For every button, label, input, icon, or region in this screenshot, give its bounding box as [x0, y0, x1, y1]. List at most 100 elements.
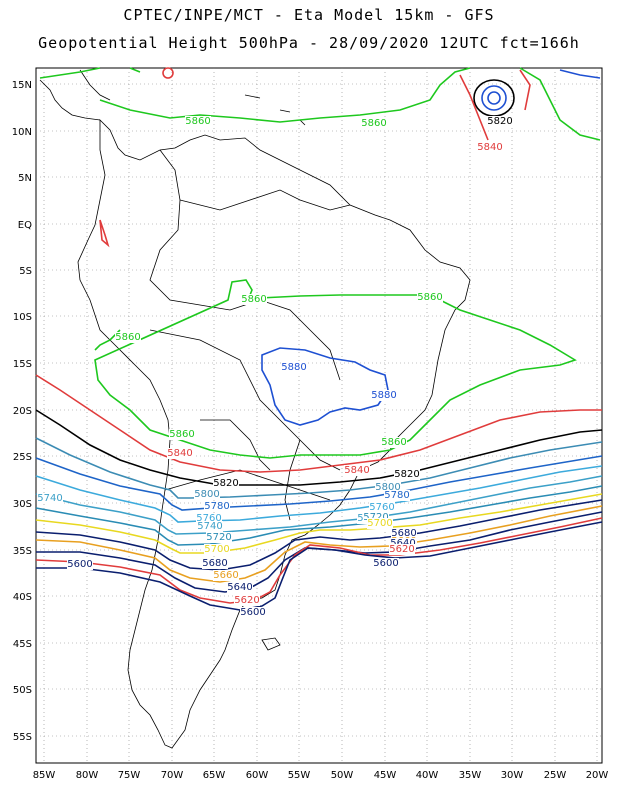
- contour-label-bg: [281, 362, 307, 373]
- contour-label-5720: 5720: [206, 532, 231, 543]
- contour-label-5840: 5840: [477, 142, 502, 153]
- lat-label: 30S: [13, 499, 32, 510]
- lat-label: 15N: [12, 80, 32, 91]
- contour-label-bg: [206, 532, 232, 543]
- lat-label: 25S: [13, 452, 32, 463]
- contour-label-bg: [204, 544, 230, 555]
- contour-label-bg: [169, 429, 195, 440]
- lat-label: EQ: [18, 220, 32, 231]
- contour-label-5820: 5820: [394, 469, 419, 480]
- lon-label: 60W: [246, 770, 269, 781]
- contour-small-red-eq: [99, 219, 110, 248]
- country-border-5: [200, 419, 271, 471]
- contour-label-bg: [67, 559, 93, 570]
- contour-5680: [35, 499, 603, 571]
- country-border-3: [149, 329, 341, 471]
- lon-label: 30W: [501, 770, 524, 781]
- lon-label: 35W: [459, 770, 482, 781]
- contour-label-bg: [37, 493, 63, 504]
- contour-label-5860: 5860: [115, 332, 140, 343]
- contour-small-red: [162, 67, 174, 79]
- contour-label-5880: 5880: [281, 362, 306, 373]
- contour-label-bg: [361, 118, 387, 129]
- lon-label: 20W: [586, 770, 609, 781]
- contour-label-bg: [213, 478, 239, 489]
- contour-label-bg: [213, 570, 239, 581]
- contour-label-5680: 5680: [391, 528, 416, 539]
- contour-label-5700: 5700: [204, 544, 229, 555]
- coastlines: [39, 69, 471, 749]
- contour-label-bg: [417, 292, 443, 303]
- contour-label-bg: [371, 390, 397, 401]
- contour-label-bg: [240, 607, 266, 618]
- contour-5780-high: [487, 91, 501, 105]
- lon-label: 25W: [544, 770, 567, 781]
- contour-label-5860: 5860: [185, 116, 210, 127]
- lat-label: 5N: [18, 173, 32, 184]
- contour-label-bg: [373, 558, 399, 569]
- contour-label-5600: 5600: [373, 558, 398, 569]
- contour-label-5860: 5860: [169, 429, 194, 440]
- lon-label: 50W: [331, 770, 354, 781]
- island-falklands: [261, 637, 281, 651]
- contour-label-5740: 5740: [197, 521, 222, 532]
- country-border-1: [149, 149, 341, 381]
- contour-label-5700: 5700: [367, 518, 392, 529]
- contour-label-5640: 5640: [227, 582, 252, 593]
- lon-label: 40W: [416, 770, 439, 781]
- height-contours: [35, 67, 603, 611]
- map-title: CPTEC/INPE/MCT - Eta Model 15km - GFS: [123, 6, 495, 24]
- central-america-coastline: [39, 69, 111, 121]
- contour-label-bg: [115, 332, 141, 343]
- contour-label-5820: 5820: [487, 116, 512, 127]
- contour-label-5600: 5600: [240, 607, 265, 618]
- contour-label-5800: 5800: [194, 489, 219, 500]
- lon-label: 65W: [203, 770, 226, 781]
- lon-label: 45W: [374, 770, 397, 781]
- contour-5660: [35, 505, 603, 583]
- lat-label: 50S: [13, 685, 32, 696]
- contour-blue-ne: [559, 69, 601, 79]
- lon-label: 85W: [33, 770, 56, 781]
- contour-label-bg: [381, 437, 407, 448]
- contour-5800: [35, 437, 603, 499]
- contour-label-bg: [369, 502, 395, 513]
- contour-label-bg: [197, 521, 223, 532]
- contour-label-bg: [227, 582, 253, 593]
- country-border-2: [179, 189, 351, 211]
- contour-label-bg: [384, 490, 410, 501]
- contour-label-bg: [202, 558, 228, 569]
- contour-label-bg: [344, 465, 370, 476]
- island-caribbean: [244, 94, 306, 126]
- contour-label-5780: 5780: [384, 490, 409, 501]
- contour-label-5860: 5860: [361, 118, 386, 129]
- lat-label: 5S: [19, 266, 32, 277]
- lat-label: 10S: [13, 312, 32, 323]
- contour-5820-south: [35, 409, 603, 486]
- contour-5720: [35, 485, 603, 546]
- contour-label-5860: 5860: [241, 294, 266, 305]
- contour-label-5880: 5880: [371, 390, 396, 401]
- contour-label-bg: [196, 513, 222, 524]
- contour-label-bg: [375, 482, 401, 493]
- contour-label-5620: 5620: [389, 544, 414, 555]
- contour-5840-high: [459, 69, 531, 141]
- contour-labels: 5860 5860 5820 5840 5860 5860 5860 5880 5880 5860…: [37, 116, 513, 618]
- lon-label: 70W: [161, 770, 184, 781]
- contour-label-5720: 5720: [363, 512, 388, 523]
- lon-label: 80W: [76, 770, 99, 781]
- lon-label: 55W: [288, 770, 311, 781]
- contour-5640: [36, 511, 603, 593]
- lat-label: 40S: [13, 592, 32, 603]
- contour-label-5780: 5780: [204, 501, 229, 512]
- contour-label-5680: 5680: [202, 558, 227, 569]
- contour-label-5820: 5820: [213, 478, 238, 489]
- contour-label-5860: 5860: [417, 292, 442, 303]
- contour-label-bg: [389, 544, 415, 555]
- contour-label-5760: 5760: [196, 513, 221, 524]
- contour-label-5740: 5740: [37, 493, 62, 504]
- contour-label-5860: 5860: [381, 437, 406, 448]
- contour-5880-blob: [261, 347, 389, 426]
- contour-5740: [35, 475, 603, 535]
